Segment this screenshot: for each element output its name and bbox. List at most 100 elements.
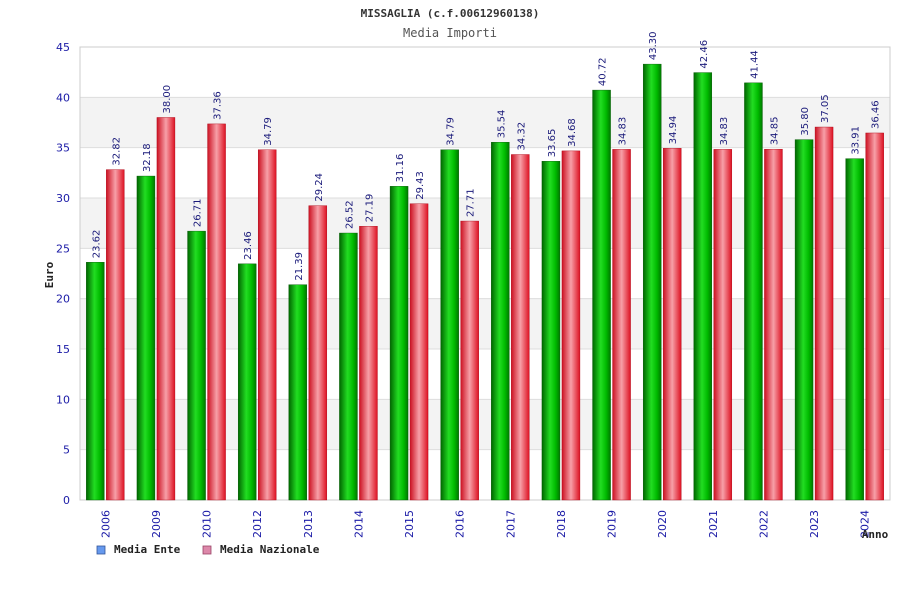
data-label-media-nazionale-2023: 37.05 (820, 94, 831, 123)
x-axis-title: Anno (862, 528, 889, 541)
bar-media-ente-2014 (339, 232, 358, 501)
y-axis-ticks: 0 5 10 15 20 25 30 35 40 45 (56, 41, 70, 507)
data-label-media-nazionale-2022: 34.85 (769, 117, 780, 146)
x-tick-label-2019: 2019 (606, 510, 619, 538)
data-label-media-ente-2019: 40.72 (598, 57, 609, 86)
bar-media-nazionale-2014 (359, 226, 378, 501)
bar-media-ente-2019 (592, 89, 611, 501)
data-label-media-nazionale-2016: 27.71 (466, 188, 477, 217)
bar-media-ente-2012 (237, 263, 257, 501)
legend-swatch-media-ente (96, 545, 106, 555)
x-tick-label-2014: 2014 (352, 510, 365, 538)
chart-subtitle: Media Importi (403, 26, 497, 40)
data-label-media-ente-2021: 42.46 (699, 40, 710, 69)
data-label-media-nazionale-2021: 34.83 (719, 117, 730, 146)
y-tick-label: 20 (56, 293, 70, 306)
y-axis-title: Euro (43, 261, 56, 288)
bar-media-ente-2023 (794, 139, 814, 501)
data-label-media-ente-2018: 33.65 (547, 129, 558, 158)
x-tick-label-2010: 2010 (201, 510, 214, 538)
data-label-media-nazionale-2006: 32.82 (111, 137, 122, 166)
legend-label-media-ente: Media Ente (114, 543, 181, 556)
data-label-media-ente-2017: 35.54 (496, 110, 507, 139)
y-tick-label: 35 (56, 142, 70, 155)
y-tick-label: 40 (56, 91, 70, 104)
bar-media-nazionale-2022 (764, 148, 783, 501)
x-tick-label-2015: 2015 (403, 510, 416, 538)
bar-media-ente-2021 (693, 72, 713, 501)
y-tick-label: 0 (63, 494, 70, 507)
bar-media-nazionale-2013 (308, 205, 328, 501)
bar-media-ente-2024 (845, 158, 864, 501)
bars: 23.62 32.82 32.18 38.00 26.71 37.36 23.46 34.79… (86, 31, 884, 501)
x-tick-label-2018: 2018 (555, 510, 568, 538)
bar-media-ente-2022 (744, 82, 763, 501)
data-label-media-ente-2023: 35.80 (800, 107, 811, 136)
data-label-media-nazionale-2015: 29.43 (415, 171, 426, 200)
data-label-media-nazionale-2009: 38.00 (162, 85, 173, 114)
x-tick-label-2006: 2006 (99, 510, 112, 538)
bar-media-ente-2018 (541, 161, 561, 501)
legend-label-media-nazionale: Media Nazionale (220, 543, 320, 556)
data-label-media-ente-2013: 21.39 (294, 252, 305, 281)
bar-media-nazionale-2016 (460, 220, 479, 501)
bar-media-nazionale-2018 (561, 150, 581, 501)
bar-media-nazionale-2021 (713, 149, 733, 501)
data-label-media-nazionale-2019: 34.83 (618, 117, 629, 146)
plot-frame (79, 46, 891, 501)
y-tick-label: 15 (56, 343, 70, 356)
x-tick-label-2023: 2023 (808, 510, 821, 538)
data-label-media-ente-2020: 43.30 (648, 31, 659, 60)
y-tick-label: 30 (56, 192, 70, 205)
data-label-media-nazionale-2014: 27.19 (364, 194, 375, 223)
chart-title: MISSAGLIA (c.f.00612960138) (361, 7, 540, 20)
legend-swatch-media-nazionale (202, 545, 212, 555)
bar-media-nazionale-2023 (814, 126, 834, 501)
x-tick-label-2024: 2024 (859, 510, 872, 538)
bar-media-nazionale-2017 (511, 154, 530, 501)
data-label-media-ente-2010: 26.71 (193, 198, 204, 227)
data-label-media-ente-2006: 23.62 (91, 230, 102, 259)
x-tick-label-2017: 2017 (504, 510, 517, 538)
data-label-media-ente-2022: 41.44 (749, 50, 760, 79)
bar-media-nazionale-2024 (865, 132, 884, 501)
bar-media-nazionale-2019 (612, 149, 631, 501)
data-label-media-ente-2016: 34.79 (446, 117, 457, 146)
data-label-media-ente-2024: 33.91 (851, 126, 862, 155)
bar-media-nazionale-2010 (207, 123, 226, 501)
bar-media-nazionale-2020 (662, 148, 682, 501)
data-label-media-nazionale-2024: 36.46 (871, 100, 882, 129)
data-label-media-ente-2015: 31.16 (395, 154, 406, 183)
y-tick-label: 25 (56, 242, 70, 255)
x-axis-ticks: 2006 2009 2010 2012 2013 2014 2015 2016 2017 2018… (99, 510, 871, 538)
y-tick-label: 5 (63, 444, 70, 457)
data-label-media-nazionale-2017: 34.32 (516, 122, 527, 151)
data-label-media-ente-2012: 23.46 (243, 231, 254, 260)
x-tick-label-2009: 2009 (150, 510, 163, 538)
x-tick-label-2012: 2012 (251, 510, 264, 538)
bar-media-nazionale-2009 (156, 117, 176, 501)
bar-media-nazionale-2015 (409, 203, 429, 501)
bar-media-ente-2009 (136, 175, 156, 501)
x-tick-label-2021: 2021 (707, 510, 720, 538)
data-label-media-nazionale-2010: 37.36 (213, 91, 224, 120)
x-tick-label-2022: 2022 (757, 510, 770, 538)
bar-media-nazionale-2006 (106, 169, 125, 501)
data-label-media-nazionale-2012: 34.79 (263, 117, 274, 146)
bar-media-ente-2006 (86, 262, 105, 501)
data-label-media-ente-2014: 26.52 (344, 200, 355, 229)
bar-media-ente-2017 (491, 142, 510, 501)
data-label-media-ente-2009: 32.18 (142, 143, 153, 172)
legend: Media Ente Media Nazionale (96, 543, 320, 556)
bar-media-ente-2010 (187, 230, 206, 501)
grid-band (80, 47, 890, 98)
bar-media-ente-2015 (389, 186, 409, 501)
x-tick-label-2013: 2013 (302, 510, 315, 538)
bar-media-ente-2013 (288, 284, 308, 501)
data-label-media-nazionale-2018: 34.68 (567, 118, 578, 147)
x-tick-label-2020: 2020 (656, 510, 669, 538)
data-label-media-nazionale-2020: 34.94 (668, 116, 679, 145)
bar-media-nazionale-2012 (257, 149, 277, 501)
